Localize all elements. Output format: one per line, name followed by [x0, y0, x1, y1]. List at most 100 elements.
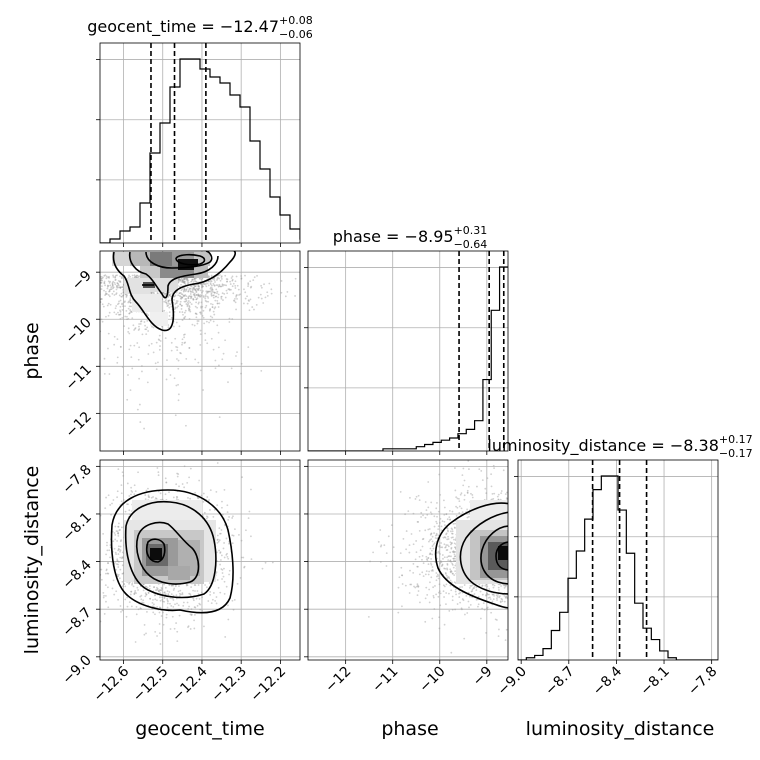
- sample-point: [181, 304, 183, 307]
- sample-point: [205, 304, 208, 307]
- sample-point: [264, 561, 267, 564]
- sample-point: [428, 588, 431, 591]
- sample-point: [251, 306, 254, 308]
- sample-point: [168, 311, 171, 314]
- sample-point: [199, 603, 202, 606]
- sample-point: [511, 492, 513, 494]
- sample-point: [429, 547, 432, 550]
- sample-point: [451, 572, 454, 575]
- sample-point: [137, 329, 140, 331]
- sample-point: [454, 522, 456, 525]
- sample-point: [103, 613, 106, 615]
- sample-point: [443, 513, 446, 516]
- sample-point: [169, 374, 172, 376]
- sample-point: [184, 280, 186, 283]
- sample-point: [121, 572, 124, 575]
- sample-point: [185, 299, 188, 302]
- sample-point: [170, 605, 173, 607]
- sample-point: [144, 592, 147, 595]
- sample-point: [108, 290, 111, 293]
- sample-point: [163, 600, 166, 603]
- sample-point: [218, 277, 221, 280]
- sample-point: [183, 288, 186, 291]
- sample-point: [134, 328, 136, 330]
- sample-point: [226, 504, 229, 507]
- sample-point: [229, 283, 232, 285]
- sample-point: [439, 562, 441, 565]
- sample-point: [103, 372, 106, 375]
- sample-point: [181, 293, 184, 296]
- sample-point: [171, 292, 174, 294]
- sample-point: [459, 591, 462, 594]
- sample-point: [96, 555, 98, 557]
- sample-point: [189, 613, 192, 616]
- sample-point: [490, 611, 493, 614]
- sample-point: [153, 603, 155, 606]
- sample-point: [163, 591, 166, 594]
- sample-point: [222, 299, 224, 301]
- sample-point: [95, 578, 97, 580]
- sample-point: [430, 563, 433, 566]
- sample-point: [193, 277, 196, 280]
- sample-point: [117, 525, 120, 528]
- sample-point: [177, 399, 180, 402]
- sample-point: [208, 290, 211, 293]
- sample-point: [515, 541, 517, 543]
- sample-point: [416, 565, 419, 568]
- sample-point: [226, 280, 228, 283]
- sample-point: [187, 303, 190, 305]
- sample-point: [220, 278, 223, 280]
- sample-point: [187, 279, 190, 282]
- sample-point: [266, 291, 269, 294]
- sample-point: [446, 567, 448, 570]
- sample-point: [57, 285, 59, 287]
- sample-point: [473, 593, 476, 595]
- sample-point: [493, 594, 495, 597]
- sample-point: [439, 561, 441, 564]
- sample-point: [391, 559, 394, 562]
- sample-point: [513, 505, 515, 507]
- sample-point: [214, 281, 216, 283]
- sample-point: [111, 587, 114, 590]
- sample-point: [108, 281, 111, 284]
- sample-point: [260, 286, 263, 289]
- sample-point: [413, 585, 415, 588]
- sample-point: [38, 291, 40, 293]
- sample-point: [214, 600, 217, 602]
- sample-point: [148, 344, 151, 347]
- sample-point: [161, 596, 164, 599]
- sample-point: [511, 576, 513, 578]
- sample-point: [516, 529, 518, 531]
- sample-point: [213, 508, 216, 511]
- sample-point: [155, 368, 158, 371]
- sample-point: [96, 316, 98, 318]
- sample-point: [146, 381, 149, 384]
- sample-point: [160, 615, 163, 617]
- sample-point: [119, 540, 122, 543]
- sample-point: [439, 592, 442, 595]
- sample-point: [194, 285, 197, 288]
- sample-point: [164, 493, 167, 496]
- sample-point: [436, 515, 438, 518]
- sample-point: [158, 334, 161, 337]
- sample-point: [247, 283, 250, 286]
- sample-point: [127, 503, 129, 506]
- sample-point: [131, 582, 134, 585]
- sample-point: [214, 299, 217, 302]
- sample-point: [228, 569, 231, 572]
- sample-point: [491, 498, 493, 501]
- sample-point: [516, 547, 518, 549]
- sample-point: [212, 592, 215, 594]
- sample-point: [228, 317, 231, 320]
- sample-point: [484, 594, 487, 597]
- sample-point: [420, 516, 422, 518]
- sample-point: [367, 615, 370, 618]
- sample-point: [114, 278, 117, 281]
- sample-point: [444, 572, 447, 574]
- sample-point: [119, 345, 122, 348]
- sample-point: [218, 302, 221, 305]
- sample-point: [284, 295, 287, 298]
- sample-point: [500, 585, 502, 587]
- sample-point: [95, 282, 97, 284]
- sample-point: [176, 300, 179, 303]
